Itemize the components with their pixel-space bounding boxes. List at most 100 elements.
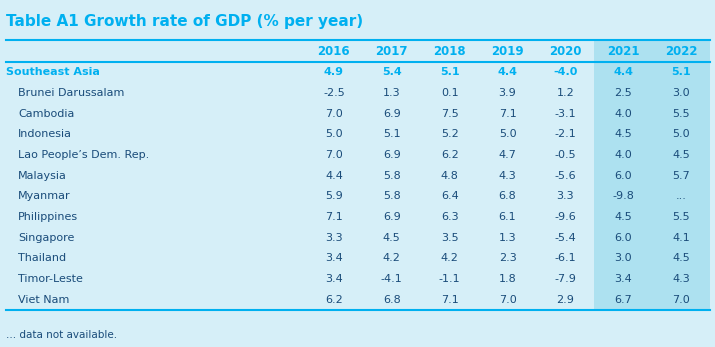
Text: 5.1: 5.1 <box>671 67 691 77</box>
Text: 4.3: 4.3 <box>498 171 516 181</box>
Text: 5.2: 5.2 <box>440 129 458 139</box>
Text: 4.2: 4.2 <box>383 253 400 263</box>
Text: 6.3: 6.3 <box>441 212 458 222</box>
Text: 2021: 2021 <box>607 44 639 58</box>
Text: 6.2: 6.2 <box>440 150 458 160</box>
Text: Southeast Asia: Southeast Asia <box>6 67 100 77</box>
Text: 3.5: 3.5 <box>441 233 458 243</box>
Text: 4.8: 4.8 <box>440 171 458 181</box>
Text: Thailand: Thailand <box>18 253 66 263</box>
Text: 6.1: 6.1 <box>498 212 516 222</box>
Text: -2.1: -2.1 <box>554 129 576 139</box>
Text: 3.4: 3.4 <box>325 274 342 284</box>
Text: Malaysia: Malaysia <box>18 171 67 181</box>
Text: -1.1: -1.1 <box>439 274 460 284</box>
Text: 4.7: 4.7 <box>498 150 516 160</box>
Text: 0.1: 0.1 <box>441 88 458 98</box>
Text: 3.9: 3.9 <box>498 88 516 98</box>
Text: 6.8: 6.8 <box>383 295 400 305</box>
Text: 2018: 2018 <box>433 44 466 58</box>
Text: 4.5: 4.5 <box>614 129 632 139</box>
Text: 6.9: 6.9 <box>383 150 400 160</box>
Text: 2.9: 2.9 <box>556 295 574 305</box>
Text: 5.8: 5.8 <box>383 171 400 181</box>
Text: Philippines: Philippines <box>18 212 78 222</box>
Text: 7.0: 7.0 <box>498 295 516 305</box>
Text: 3.0: 3.0 <box>614 253 632 263</box>
Text: -5.4: -5.4 <box>554 233 576 243</box>
Text: ...: ... <box>676 191 686 201</box>
Text: 3.3: 3.3 <box>556 191 574 201</box>
Text: Cambodia: Cambodia <box>18 109 74 119</box>
Text: Timor-Leste: Timor-Leste <box>18 274 83 284</box>
Text: 4.4: 4.4 <box>613 67 633 77</box>
Text: -9.6: -9.6 <box>554 212 576 222</box>
Text: 4.3: 4.3 <box>672 274 690 284</box>
Text: 1.3: 1.3 <box>498 233 516 243</box>
Text: 2020: 2020 <box>549 44 581 58</box>
Text: Lao People’s Dem. Rep.: Lao People’s Dem. Rep. <box>18 150 149 160</box>
Text: 6.9: 6.9 <box>383 212 400 222</box>
Text: 3.4: 3.4 <box>325 253 342 263</box>
Text: 5.4: 5.4 <box>382 67 402 77</box>
Text: 2017: 2017 <box>375 44 408 58</box>
Text: 2022: 2022 <box>665 44 697 58</box>
Text: 3.0: 3.0 <box>672 88 690 98</box>
Text: 4.5: 4.5 <box>672 150 690 160</box>
Text: -2.5: -2.5 <box>323 88 345 98</box>
Text: 7.1: 7.1 <box>498 109 516 119</box>
Text: -3.1: -3.1 <box>555 109 576 119</box>
Text: 4.1: 4.1 <box>672 233 690 243</box>
Text: 1.2: 1.2 <box>556 88 574 98</box>
Text: 5.5: 5.5 <box>672 109 690 119</box>
Text: -4.1: -4.1 <box>381 274 403 284</box>
Text: 6.8: 6.8 <box>498 191 516 201</box>
Text: 7.0: 7.0 <box>672 295 690 305</box>
Text: 2016: 2016 <box>317 44 350 58</box>
Text: Indonesia: Indonesia <box>18 129 72 139</box>
Text: -0.5: -0.5 <box>555 150 576 160</box>
Text: 7.1: 7.1 <box>440 295 458 305</box>
Text: 1.8: 1.8 <box>498 274 516 284</box>
Text: 6.4: 6.4 <box>440 191 458 201</box>
Text: -9.8: -9.8 <box>612 191 634 201</box>
Text: 6.2: 6.2 <box>325 295 342 305</box>
Text: 5.7: 5.7 <box>672 171 690 181</box>
Text: 4.2: 4.2 <box>440 253 458 263</box>
Text: 3.4: 3.4 <box>614 274 632 284</box>
Text: Brunei Darussalam: Brunei Darussalam <box>18 88 124 98</box>
Text: 5.8: 5.8 <box>383 191 400 201</box>
Text: 4.0: 4.0 <box>614 150 632 160</box>
Text: 4.5: 4.5 <box>614 212 632 222</box>
Text: 5.9: 5.9 <box>325 191 342 201</box>
Text: 5.5: 5.5 <box>672 212 690 222</box>
Text: 7.1: 7.1 <box>325 212 342 222</box>
Text: 6.7: 6.7 <box>614 295 632 305</box>
Text: 4.4: 4.4 <box>325 171 343 181</box>
Text: Viet Nam: Viet Nam <box>18 295 69 305</box>
Text: -7.9: -7.9 <box>554 274 576 284</box>
Text: 5.0: 5.0 <box>325 129 342 139</box>
Text: 5.1: 5.1 <box>440 67 460 77</box>
Text: 6.9: 6.9 <box>383 109 400 119</box>
Text: 2019: 2019 <box>491 44 524 58</box>
Text: 6.0: 6.0 <box>614 171 632 181</box>
Bar <box>594 40 710 310</box>
Text: 5.0: 5.0 <box>498 129 516 139</box>
Text: 7.0: 7.0 <box>325 109 342 119</box>
Text: 4.5: 4.5 <box>383 233 400 243</box>
Text: 7.0: 7.0 <box>325 150 342 160</box>
Text: 5.0: 5.0 <box>672 129 690 139</box>
Text: 4.5: 4.5 <box>672 253 690 263</box>
Text: 4.9: 4.9 <box>324 67 344 77</box>
Text: 2.3: 2.3 <box>498 253 516 263</box>
Text: 4.0: 4.0 <box>614 109 632 119</box>
Text: -4.0: -4.0 <box>553 67 578 77</box>
Text: Myanmar: Myanmar <box>18 191 71 201</box>
Text: 2.5: 2.5 <box>614 88 632 98</box>
Text: 3.3: 3.3 <box>325 233 342 243</box>
Text: Singapore: Singapore <box>18 233 74 243</box>
Text: ... data not available.: ... data not available. <box>6 330 117 340</box>
Text: 4.4: 4.4 <box>498 67 518 77</box>
Text: -6.1: -6.1 <box>555 253 576 263</box>
